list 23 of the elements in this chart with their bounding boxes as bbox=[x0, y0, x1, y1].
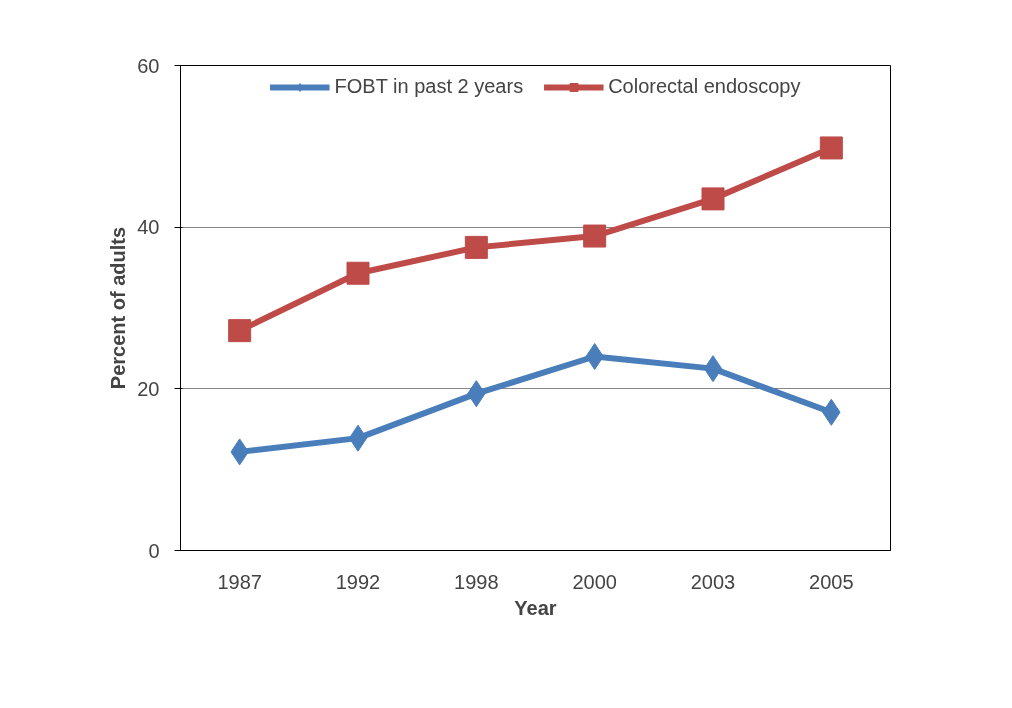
point bbox=[703, 355, 723, 383]
y-tick-label: 40 bbox=[137, 216, 160, 239]
legend-label: Colorectal endoscopy bbox=[608, 75, 801, 98]
x-tick-label: 2000 bbox=[572, 570, 617, 593]
x-tick-label: 2003 bbox=[690, 570, 736, 593]
point bbox=[346, 261, 370, 285]
point bbox=[228, 319, 252, 343]
x-tick-label: 1987 bbox=[217, 570, 262, 593]
legend-label: FOBT in past 2 years bbox=[334, 75, 524, 98]
x-tick-label: 1998 bbox=[454, 570, 499, 593]
point bbox=[701, 187, 725, 211]
point bbox=[464, 235, 488, 259]
y-tick-label: 0 bbox=[148, 539, 160, 562]
x-tick-label: 2005 bbox=[809, 570, 854, 593]
x-axis-title: Year bbox=[514, 596, 557, 619]
point bbox=[583, 224, 607, 248]
y-tick-label: 20 bbox=[137, 377, 160, 400]
x-tick-label: 1992 bbox=[335, 570, 381, 593]
y-axis-title: Percent of adults bbox=[107, 226, 130, 390]
y-tick-label: 60 bbox=[137, 54, 160, 77]
point bbox=[819, 136, 843, 160]
point bbox=[585, 343, 604, 370]
point bbox=[348, 424, 368, 452]
